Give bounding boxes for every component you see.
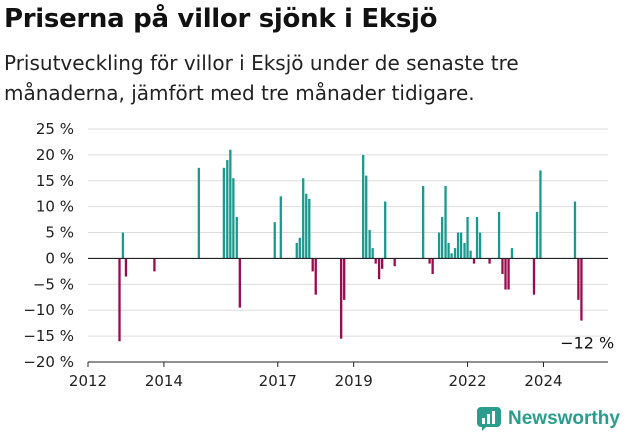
bar: [311, 258, 314, 272]
bar: [273, 222, 276, 259]
bar: [232, 178, 235, 259]
bar: [539, 170, 542, 259]
x-tick-label: 2017: [259, 372, 297, 390]
y-tick-label: 25 %: [36, 120, 74, 138]
bar: [475, 217, 479, 259]
bar: [428, 258, 431, 264]
y-tick-label: 20 %: [36, 146, 74, 164]
bar: [532, 258, 536, 295]
bar: [459, 232, 463, 259]
newsworthy-logo-icon: [477, 407, 501, 431]
y-tick-label: 15 %: [36, 172, 74, 190]
y-tick-label: 5 %: [45, 224, 74, 242]
bar: [466, 217, 469, 259]
bars: [118, 149, 583, 342]
bar: [298, 237, 301, 259]
bar: [463, 242, 466, 259]
bar: [121, 232, 125, 259]
bar: [450, 253, 453, 259]
brand: Newsworthy: [476, 406, 620, 432]
chart-title: Priserna på villor sjönk i Eksjö: [4, 4, 438, 34]
y-tick-label: −10 %: [23, 301, 74, 319]
bar: [314, 258, 317, 295]
bar: [453, 248, 457, 259]
chart-subtitle: Prisutveckling för villor i Eksjö under …: [4, 51, 519, 105]
y-axis: 25 % 20 % 15 % 10 % 5 % 0 % −5 % −10 % −15 % −20 …: [23, 120, 74, 371]
bar: [340, 258, 343, 339]
bar: [368, 229, 371, 259]
bar: [573, 201, 577, 259]
bar: [374, 258, 377, 264]
bar: [153, 258, 156, 272]
x-tick-label: 2022: [448, 372, 486, 390]
bar: [444, 185, 447, 259]
bar: [235, 217, 238, 259]
bar: [238, 258, 241, 308]
bar: [365, 175, 368, 259]
bar: [279, 196, 282, 259]
bar: [371, 248, 374, 259]
bar: [469, 250, 472, 259]
bar: [295, 242, 298, 259]
y-tick-label: −15 %: [23, 327, 74, 345]
bar: [393, 258, 396, 267]
bar: [431, 258, 434, 274]
bar: [362, 154, 365, 259]
x-tick-label: 2012: [69, 372, 107, 390]
bar: [422, 185, 425, 259]
last-value-label: −12 %: [560, 334, 614, 353]
bar: [124, 258, 128, 277]
x-tick-label: 2024: [524, 372, 562, 390]
bar: [343, 258, 346, 300]
bar: [226, 160, 229, 259]
y-tick-label: 10 %: [36, 198, 74, 216]
bar: [305, 193, 308, 259]
x-axis: 2012 2014 2017 2019 2022 2024: [69, 361, 608, 390]
y-tick-label: −5 %: [33, 275, 74, 293]
brand-name: Newsworthy: [508, 408, 620, 429]
bar: [472, 258, 476, 264]
bar: [118, 258, 121, 342]
y-tick-label: 0 %: [45, 249, 74, 267]
bar: [308, 198, 311, 259]
bar: [447, 242, 450, 259]
bar: [222, 167, 226, 259]
bar: [577, 258, 580, 300]
bar: [580, 258, 583, 321]
bar: [437, 232, 441, 259]
bar: [510, 248, 514, 259]
bar: [456, 232, 460, 259]
bar: [229, 149, 232, 259]
bar: [384, 201, 387, 259]
annotations: −12 %: [560, 334, 614, 353]
bar: [504, 258, 507, 290]
bar: [497, 211, 501, 259]
x-tick-label: 2014: [145, 372, 183, 390]
bar: [302, 178, 305, 259]
x-tick-label: 2019: [335, 372, 373, 390]
bar: [507, 258, 510, 290]
bar: [501, 258, 504, 274]
bar: [488, 258, 491, 264]
bar: [197, 167, 200, 259]
bar: [478, 232, 482, 259]
bar: [381, 258, 384, 269]
bar: [535, 211, 539, 259]
bar: [377, 258, 381, 280]
bar: [440, 217, 444, 259]
y-tick-label: −20 %: [23, 353, 74, 371]
gridlines: [88, 128, 608, 363]
